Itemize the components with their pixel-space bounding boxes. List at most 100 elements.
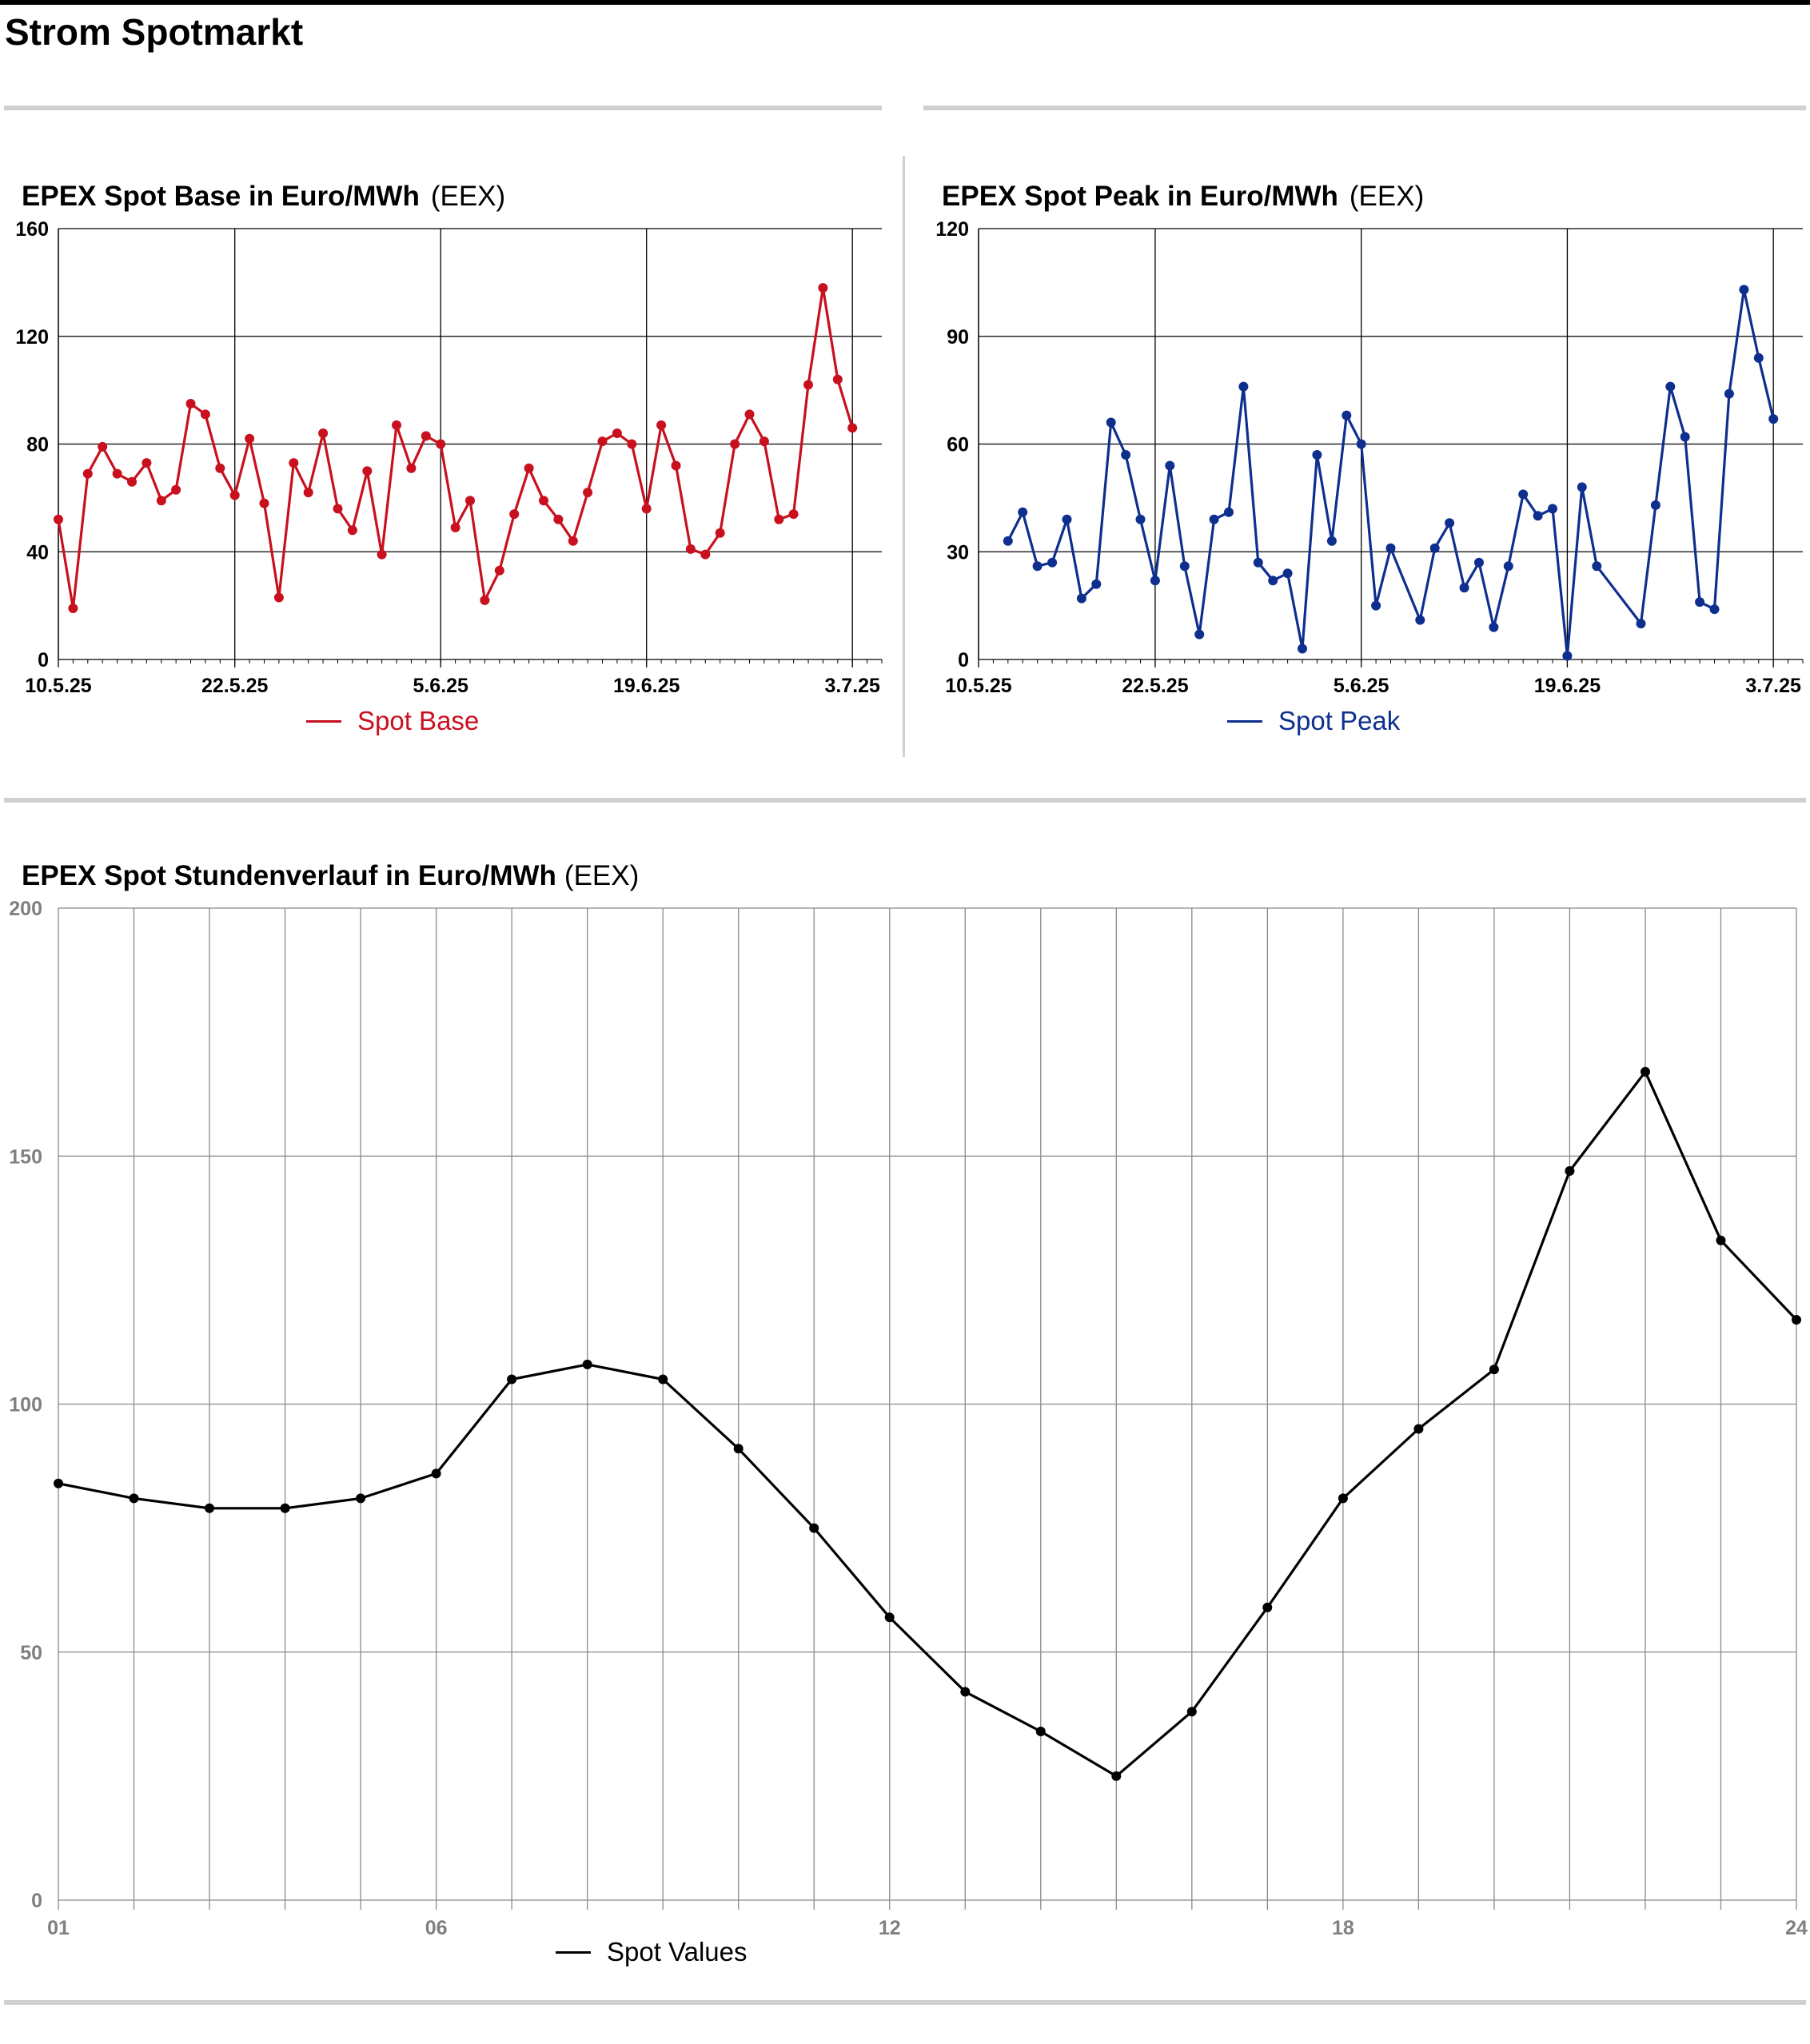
divider-top-right: [923, 106, 1806, 110]
base-data-point: [480, 595, 490, 605]
peak-data-point: [1371, 600, 1381, 611]
base-data-point: [112, 468, 122, 479]
base-data-point: [832, 374, 843, 384]
base-data-point: [333, 504, 343, 514]
hourly-data-point: [507, 1374, 517, 1385]
hourly-legend[interactable]: Spot Values: [556, 1936, 748, 1968]
peak-data-point: [1121, 450, 1131, 460]
hourly-data-point: [1489, 1365, 1499, 1375]
peak-data-point: [1709, 604, 1720, 615]
hourly-y-tick-label: 0: [31, 1890, 42, 1912]
peak-data-point: [1518, 489, 1529, 500]
base-x-tick-label: 22.5.25: [201, 675, 269, 697]
peak-data-point: [1268, 576, 1278, 586]
base-data-point: [656, 420, 667, 430]
base-data-point: [200, 409, 210, 420]
peak-data-point: [1209, 514, 1219, 524]
base-data-point: [259, 498, 269, 508]
divider-vertical: [903, 156, 905, 757]
base-data-point: [524, 463, 534, 473]
peak-data-point: [1091, 579, 1102, 589]
base-y-tick-label: 160: [15, 218, 49, 241]
base-data-point: [803, 380, 813, 390]
peak-data-point: [1739, 285, 1749, 295]
hourly-data-point: [733, 1444, 744, 1454]
hourly-x-tick-label: 18: [1332, 1917, 1354, 1939]
hourly-legend-label: Spot Values: [607, 1937, 748, 1966]
base-data-point: [583, 488, 593, 498]
base-data-point: [289, 458, 299, 468]
hourly-data-point: [1565, 1165, 1575, 1176]
peak-legend[interactable]: Spot Peak: [1227, 705, 1400, 737]
peak-data-point: [1548, 504, 1557, 514]
peak-data-point: [1753, 353, 1764, 363]
base-y-tick-label: 40: [26, 541, 49, 564]
peak-chart-title: EPEX Spot Peak in Euro/MWh (EEX): [942, 179, 1424, 214]
base-y-tick-label: 0: [38, 649, 49, 671]
peak-data-point: [1503, 561, 1513, 572]
base-data-point: [82, 468, 93, 479]
hourly-data-point: [1111, 1771, 1122, 1781]
peak-data-point: [1076, 593, 1086, 604]
peak-y-tick-label: 120: [935, 218, 969, 241]
peak-data-point: [1592, 561, 1602, 572]
hourly-y-tick-label: 150: [9, 1146, 42, 1168]
base-data-point: [568, 536, 578, 546]
hourly-data-point: [1262, 1602, 1273, 1612]
base-data-point: [362, 466, 373, 476]
hourly-chart-title: EPEX Spot Stundenverlauf in Euro/MWh (EEX…: [22, 859, 639, 894]
peak-data-point: [1636, 619, 1646, 629]
peak-data-point: [1429, 543, 1440, 553]
base-data-point: [847, 423, 858, 433]
divider-middle: [4, 798, 1806, 803]
base-legend[interactable]: Spot Base: [306, 705, 479, 737]
base-data-point: [185, 399, 196, 408]
hourly-data-point: [205, 1503, 214, 1513]
hourly-data-point: [809, 1523, 819, 1533]
peak-data-point: [1489, 622, 1499, 632]
base-data-point: [715, 528, 725, 538]
base-data-point: [612, 428, 622, 438]
peak-x-tick-label: 3.7.25: [1745, 675, 1801, 697]
peak-data-point: [1238, 381, 1249, 392]
hourly-series-line: [58, 1070, 1798, 1778]
hourly-data-point: [129, 1493, 139, 1504]
base-data-point: [303, 488, 313, 498]
base-data-point: [318, 428, 329, 438]
hourly-chart-title-text: EPEX Spot Stundenverlauf in Euro/MWh: [22, 860, 556, 891]
peak-chart-source: (EEX): [1349, 181, 1425, 212]
base-data-point: [685, 544, 696, 554]
hourly-data-point: [582, 1359, 592, 1369]
base-legend-label: Spot Base: [357, 706, 480, 735]
base-data-point: [171, 484, 181, 495]
base-data-point: [68, 604, 78, 613]
peak-data-point: [1356, 439, 1366, 449]
peak-data-point: [1047, 557, 1058, 568]
base-data-point: [509, 509, 520, 520]
peak-data-point: [1194, 629, 1205, 639]
base-data-point: [627, 439, 637, 449]
base-data-point: [273, 592, 284, 603]
base-data-point: [156, 496, 166, 506]
hourly-data-point: [1338, 1493, 1348, 1504]
base-data-point: [759, 436, 769, 447]
peak-data-point: [1298, 643, 1307, 654]
base-data-point: [347, 525, 357, 536]
base-chart-title-text: EPEX Spot Base in Euro/MWh: [22, 181, 420, 212]
base-chart-title: EPEX Spot Base in Euro/MWh (EEX): [22, 179, 505, 214]
base-data-point: [818, 283, 828, 293]
peak-data-point: [1224, 507, 1234, 517]
base-data-point: [465, 496, 475, 506]
base-data-point: [450, 522, 460, 532]
hourly-legend-swatch: [556, 1950, 591, 1954]
divider-bottom: [4, 2000, 1806, 2005]
base-data-point: [641, 504, 652, 514]
peak-data-point: [1680, 432, 1690, 442]
peak-legend-swatch: [1227, 719, 1262, 723]
top-rule: [0, 0, 1810, 5]
base-data-point: [54, 514, 63, 524]
base-x-tick-label: 3.7.25: [824, 675, 880, 697]
peak-x-tick-label: 19.6.25: [1534, 675, 1601, 697]
base-data-point: [700, 549, 711, 560]
